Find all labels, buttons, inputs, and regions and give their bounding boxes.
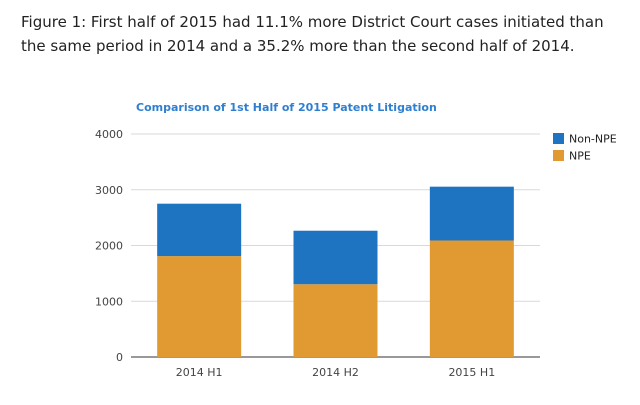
bar-npe (293, 284, 378, 357)
x-tick-label: 2014 H2 (312, 366, 359, 379)
legend: Non-NPE NPE (553, 133, 617, 163)
y-tick-label: 1000 (95, 295, 123, 308)
bar-non-npe (157, 203, 242, 257)
figure-caption: Figure 1: First half of 2015 had 11.1% m… (21, 13, 604, 55)
bar-non-npe (293, 230, 378, 285)
legend-swatch-non-npe (553, 133, 564, 144)
bars (157, 186, 514, 357)
y-axis-ticks: 0 1000 2000 3000 4000 (95, 128, 123, 364)
bar-non-npe (429, 186, 514, 241)
legend-label: Non-NPE (569, 133, 617, 146)
legend-label: NPE (569, 150, 591, 163)
x-tick-label: 2014 H1 (176, 366, 223, 379)
bar-npe (157, 256, 242, 357)
x-tick-label: 2015 H1 (448, 366, 495, 379)
y-tick-label: 4000 (95, 128, 123, 141)
bar-npe (429, 240, 514, 357)
chart-title: Comparison of 1st Half of 2015 Patent Li… (136, 101, 437, 114)
x-axis-ticks: 2014 H1 2014 H2 2015 H1 (176, 366, 495, 379)
y-tick-label: 2000 (95, 240, 123, 253)
legend-swatch-npe (553, 150, 564, 161)
y-tick-label: 0 (116, 351, 123, 364)
y-tick-label: 3000 (95, 184, 123, 197)
